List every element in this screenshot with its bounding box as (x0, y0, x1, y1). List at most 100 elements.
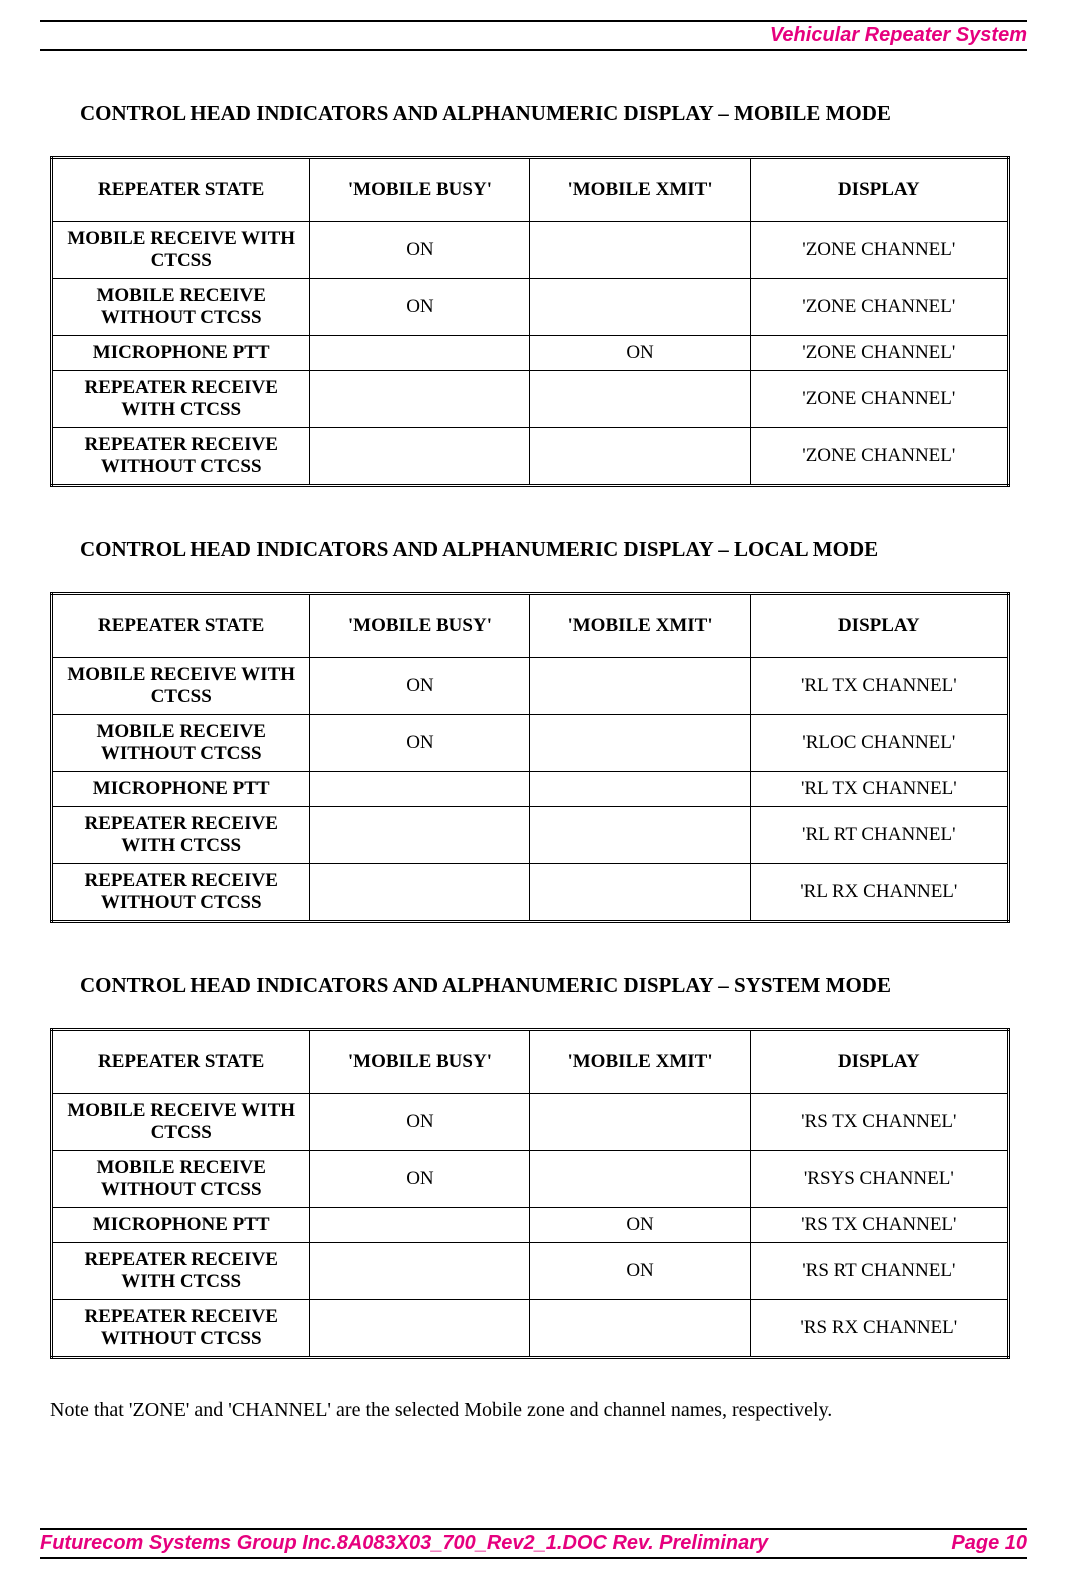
table-row: MOBILE RECEIVE WITH CTCSSON 'RL TX CHANNE… (52, 658, 1009, 715)
table-cell (310, 1208, 530, 1243)
table-mobile: REPEATER STATE 'MOBILE BUSY' 'MOBILE XMI… (50, 156, 1010, 487)
table-cell: 'RL RT CHANNEL' (750, 807, 1008, 864)
table-row: MOBILE RECEIVE WITHOUT CTCSSON'ZONE CHAN… (52, 279, 1009, 336)
table-row: REPEATER RECEIVE WITH CTCSS ON'RS RT CHAN… (52, 1243, 1009, 1300)
col-header-xmit: 'MOBILE XMIT' (530, 594, 750, 658)
table-cell: REPEATER RECEIVE WITH CTCSS (52, 1243, 310, 1300)
table-cell (310, 864, 530, 922)
table-cell (310, 1300, 530, 1358)
table-cell: 'RS RX CHANNEL' (750, 1300, 1008, 1358)
table-cell: ON (310, 1094, 530, 1151)
table-cell: REPEATER RECEIVE WITHOUT CTCSS (52, 1300, 310, 1358)
col-header-display: DISPLAY (750, 1030, 1008, 1094)
table-row: MOBILE RECEIVE WITHOUT CTCSSON 'RSYS CHAN… (52, 1151, 1009, 1208)
table-cell: 'RLOC CHANNEL' (750, 715, 1008, 772)
col-header-state: REPEATER STATE (52, 594, 310, 658)
table-cell: ON (310, 1151, 530, 1208)
table-cell: REPEATER RECEIVE WITH CTCSS (52, 807, 310, 864)
table-cell: MOBILE RECEIVE WITH CTCSS (52, 1094, 310, 1151)
table-row: MOBILE RECEIVE WITH CTCSSON 'RS TX CHANNE… (52, 1094, 1009, 1151)
page-footer: Futurecom Systems Group Inc.8A083X03_700… (40, 1528, 1027, 1559)
table-cell: ON (310, 715, 530, 772)
col-header-xmit: 'MOBILE XMIT' (530, 1030, 750, 1094)
footnote: Note that 'ZONE' and 'CHANNEL' are the s… (50, 1399, 1027, 1422)
table-cell: MOBILE RECEIVE WITH CTCSS (52, 658, 310, 715)
table-body-local: MOBILE RECEIVE WITH CTCSSON 'RL TX CHANNE… (52, 658, 1009, 922)
table-cell (530, 715, 750, 772)
table-cell (310, 371, 530, 428)
section-title-system: CONTROL HEAD INDICATORS AND ALPHANUMERIC… (80, 973, 1027, 998)
table-cell (310, 428, 530, 486)
table-cell: ON (310, 222, 530, 279)
table-cell: 'RS TX CHANNEL' (750, 1094, 1008, 1151)
table-cell (530, 371, 750, 428)
table-cell: REPEATER RECEIVE WITH CTCSS (52, 371, 310, 428)
table-cell: 'RS TX CHANNEL' (750, 1208, 1008, 1243)
table-cell: 'RL TX CHANNEL' (750, 772, 1008, 807)
table-cell (310, 772, 530, 807)
table-cell: MICROPHONE PTT (52, 1208, 310, 1243)
table-cell: ON (310, 279, 530, 336)
table-cell: MOBILE RECEIVE WITHOUT CTCSS (52, 1151, 310, 1208)
table-cell: 'RSYS CHANNEL' (750, 1151, 1008, 1208)
table-cell (530, 1151, 750, 1208)
col-header-busy: 'MOBILE BUSY' (310, 158, 530, 222)
col-header-xmit: 'MOBILE XMIT' (530, 158, 750, 222)
table-cell (530, 222, 750, 279)
table-cell (530, 807, 750, 864)
table-row: REPEATER RECEIVE WITH CTCSS 'RL RT CHANNE… (52, 807, 1009, 864)
table-cell (310, 336, 530, 371)
table-row: MICROPHONE PTT ON'RS TX CHANNEL' (52, 1208, 1009, 1243)
table-cell: ON (530, 336, 750, 371)
table-row: REPEATER RECEIVE WITHOUT CTCSS 'RL RX CHA… (52, 864, 1009, 922)
table-cell: REPEATER RECEIVE WITHOUT CTCSS (52, 864, 310, 922)
table-body-system: MOBILE RECEIVE WITH CTCSSON'RS TX CHANNE… (52, 1094, 1009, 1358)
table-cell: 'ZONE CHANNEL' (750, 371, 1008, 428)
table-cell: ON (530, 1208, 750, 1243)
table-header-row: REPEATER STATE 'MOBILE BUSY' 'MOBILE XMI… (52, 1030, 1009, 1094)
col-header-busy: 'MOBILE BUSY' (310, 1030, 530, 1094)
table-cell (530, 772, 750, 807)
col-header-state: REPEATER STATE (52, 158, 310, 222)
table-cell (530, 1300, 750, 1358)
table-row: MICROPHONE PTT 'RL TX CHANNEL' (52, 772, 1009, 807)
table-row: REPEATER RECEIVE WITHOUT CTCSS 'ZONE CHAN… (52, 428, 1009, 486)
col-header-display: DISPLAY (750, 594, 1008, 658)
table-cell: ON (310, 658, 530, 715)
table-cell: ON (530, 1243, 750, 1300)
table-cell (530, 279, 750, 336)
table-cell: MICROPHONE PTT (52, 772, 310, 807)
document-page: Vehicular Repeater System CONTROL HEAD I… (0, 20, 1067, 1589)
table-cell: MOBILE RECEIVE WITHOUT CTCSS (52, 715, 310, 772)
table-system: REPEATER STATE 'MOBILE BUSY' 'MOBILE XMI… (50, 1028, 1010, 1359)
header-title: Vehicular Repeater System (770, 24, 1027, 46)
table-cell: 'ZONE CHANNEL' (750, 336, 1008, 371)
table-row: MOBILE RECEIVE WITHOUT CTCSSON 'RLOC CHAN… (52, 715, 1009, 772)
table-cell (310, 1243, 530, 1300)
table-cell (530, 1094, 750, 1151)
table-cell: REPEATER RECEIVE WITHOUT CTCSS (52, 428, 310, 486)
col-header-busy: 'MOBILE BUSY' (310, 594, 530, 658)
table-cell: 'ZONE CHANNEL' (750, 279, 1008, 336)
table-body-mobile: MOBILE RECEIVE WITH CTCSSON'ZONE CHANNEL… (52, 222, 1009, 486)
table-local: REPEATER STATE 'MOBILE BUSY' 'MOBILE XMI… (50, 592, 1010, 923)
section-title-local: CONTROL HEAD INDICATORS AND ALPHANUMERIC… (80, 537, 1027, 562)
table-cell (530, 864, 750, 922)
table-cell: 'ZONE CHANNEL' (750, 222, 1008, 279)
table-row: MOBILE RECEIVE WITH CTCSSON 'ZONE CHANNEL… (52, 222, 1009, 279)
footer-right: Page 10 (951, 1532, 1027, 1555)
table-row: REPEATER RECEIVE WITH CTCSS 'ZONE CHANNEL… (52, 371, 1009, 428)
table-header-row: REPEATER STATE 'MOBILE BUSY' 'MOBILE XMI… (52, 158, 1009, 222)
table-header-row: REPEATER STATE 'MOBILE BUSY' 'MOBILE XMI… (52, 594, 1009, 658)
table-cell: 'ZONE CHANNEL' (750, 428, 1008, 486)
col-header-display: DISPLAY (750, 158, 1008, 222)
table-cell (530, 658, 750, 715)
page-header: Vehicular Repeater System (40, 20, 1027, 51)
table-row: REPEATER RECEIVE WITHOUT CTCSS 'RS RX CHA… (52, 1300, 1009, 1358)
table-cell: 'RL TX CHANNEL' (750, 658, 1008, 715)
table-cell: 'RL RX CHANNEL' (750, 864, 1008, 922)
footer-left: Futurecom Systems Group Inc.8A083X03_700… (40, 1532, 768, 1555)
table-cell (310, 807, 530, 864)
table-cell: MOBILE RECEIVE WITH CTCSS (52, 222, 310, 279)
table-cell: 'RS RT CHANNEL' (750, 1243, 1008, 1300)
